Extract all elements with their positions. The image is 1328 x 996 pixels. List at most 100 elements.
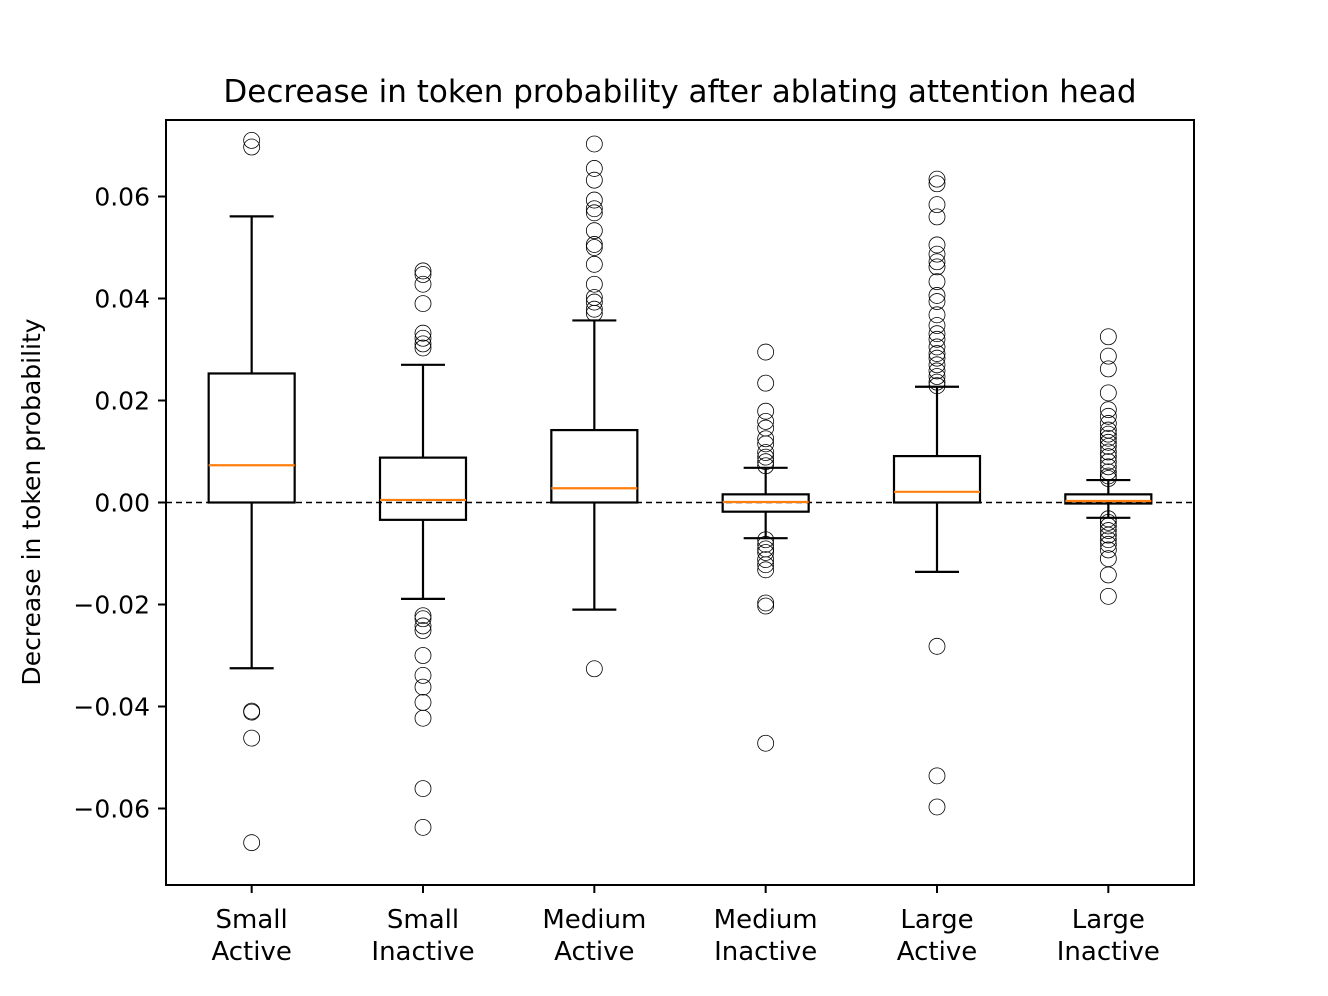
outlier-point xyxy=(928,798,946,816)
outlier-point xyxy=(757,402,775,420)
outlier-point xyxy=(757,419,775,437)
outlier-point xyxy=(414,780,432,798)
outlier-point xyxy=(1099,437,1117,455)
outlier-point xyxy=(585,236,603,253)
outlier-point xyxy=(414,666,432,684)
outlier-point xyxy=(414,335,432,353)
outlier-point xyxy=(414,266,432,283)
outlier-point xyxy=(585,191,603,209)
outlier-point xyxy=(928,208,946,226)
outlier-point xyxy=(757,457,775,475)
x-axis-ticks: SmallActiveSmallInactiveMediumActiveMedi… xyxy=(211,885,1160,967)
outlier-point xyxy=(1099,522,1117,539)
outlier-point xyxy=(757,556,775,574)
outlier-point xyxy=(243,702,261,720)
outlier-point xyxy=(1099,384,1117,402)
outlier-point xyxy=(1099,429,1117,447)
outlier-point xyxy=(928,306,946,324)
outlier-point xyxy=(243,834,261,852)
outlier-point xyxy=(757,435,775,453)
x-tick-label: Medium xyxy=(542,905,646,935)
outlier-point xyxy=(757,561,775,579)
outlier-point xyxy=(928,175,946,193)
outlier-point xyxy=(1099,415,1117,432)
outlier-point xyxy=(928,293,946,310)
y-tick-label: −0.04 xyxy=(73,693,150,722)
outlier-point xyxy=(1099,566,1117,584)
x-tick-label: Inactive xyxy=(1057,937,1160,967)
box-group xyxy=(892,170,982,816)
outlier-point xyxy=(585,222,603,240)
y-axis-label: Decrease in token probability xyxy=(17,318,46,685)
boxes-group xyxy=(207,131,1153,852)
outlier-point xyxy=(1099,513,1117,531)
x-tick-label: Active xyxy=(211,937,291,967)
outlier-point xyxy=(414,610,432,628)
outlier-point xyxy=(757,444,775,461)
x-tick-label: Large xyxy=(900,905,973,935)
outlier-point xyxy=(928,368,946,385)
outlier-point xyxy=(1099,433,1117,451)
outlier-point xyxy=(928,258,946,276)
outlier-point xyxy=(414,295,432,313)
outlier-point xyxy=(585,171,603,189)
outlier-point xyxy=(1099,360,1117,378)
outlier-point xyxy=(585,135,603,153)
x-tick-label: Medium xyxy=(714,905,818,935)
y-tick-label: 0.06 xyxy=(94,183,150,212)
box-group xyxy=(207,131,296,852)
iqr-box xyxy=(1064,493,1153,505)
outlier-point xyxy=(1099,531,1117,549)
outlier-point xyxy=(1099,448,1117,466)
outlier-point xyxy=(928,196,946,214)
outlier-point xyxy=(414,275,432,293)
outlier-point xyxy=(1099,550,1117,567)
x-tick-label: Active xyxy=(897,937,977,967)
outlier-point xyxy=(1099,470,1117,487)
outlier-point xyxy=(1099,401,1117,419)
outlier-point xyxy=(928,330,946,348)
outlier-point xyxy=(928,236,946,254)
box-group xyxy=(550,135,639,678)
x-tick-label: Small xyxy=(216,905,288,935)
outlier-point xyxy=(585,293,603,311)
outlier-point xyxy=(1099,328,1117,346)
x-tick-label: Inactive xyxy=(714,937,817,967)
outlier-point xyxy=(414,324,432,342)
y-tick-label: 0.00 xyxy=(94,489,150,518)
outlier-point xyxy=(585,300,603,318)
outlier-point xyxy=(414,647,432,664)
outlier-point xyxy=(757,597,775,615)
outlier-point xyxy=(928,345,946,362)
box-group xyxy=(1064,328,1153,605)
outlier-point xyxy=(757,413,775,430)
outlier-point xyxy=(928,356,946,374)
outlier-point xyxy=(757,594,775,612)
outlier-point xyxy=(414,694,432,711)
outlier-point xyxy=(928,338,946,356)
outlier-point xyxy=(757,448,775,466)
outlier-point xyxy=(928,273,946,291)
outlier-point xyxy=(414,622,432,639)
outlier-point xyxy=(414,818,432,836)
x-tick-label: Inactive xyxy=(371,937,474,967)
outlier-point xyxy=(243,703,261,721)
outlier-point xyxy=(928,245,946,263)
outlier-point xyxy=(585,660,603,678)
outlier-point xyxy=(1099,425,1117,443)
outlier-point xyxy=(585,304,603,322)
outlier-point xyxy=(757,430,775,448)
outlier-point xyxy=(1099,443,1117,461)
chart-title: Decrease in token probability after abla… xyxy=(223,74,1136,110)
y-tick-label: −0.06 xyxy=(73,795,150,824)
outlier-point xyxy=(928,373,946,391)
outlier-point xyxy=(414,617,432,635)
outlier-point xyxy=(1099,347,1117,365)
outlier-point xyxy=(1099,517,1117,535)
outlier-point xyxy=(243,729,261,747)
outlier-point xyxy=(928,377,946,395)
y-tick-label: 0.04 xyxy=(94,285,150,314)
plot-frame xyxy=(165,119,1195,886)
outlier-point xyxy=(414,709,432,727)
